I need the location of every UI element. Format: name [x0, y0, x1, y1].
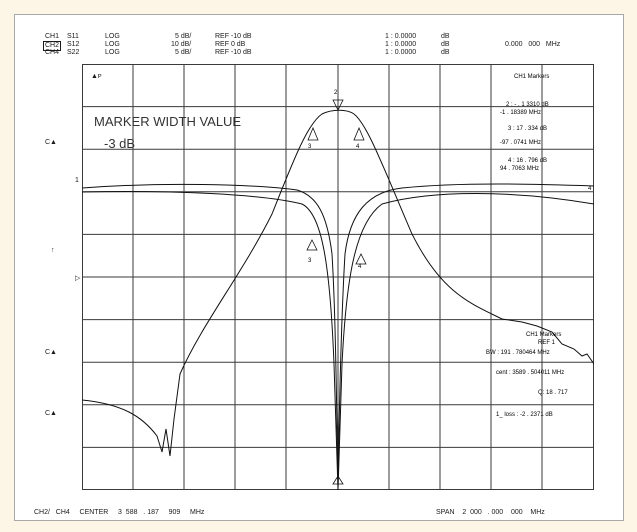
scale-label: 10 dB/ — [171, 41, 192, 48]
width-panel-title: CH1 Markers — [526, 332, 561, 338]
marker-label: 2 — [334, 90, 338, 96]
analyzer-screen: CH1 S11 LOG 5 dB/ REF -10 dB 1 : 0.0000 … — [14, 14, 624, 521]
markers-panel-title: CH1 Markers — [514, 74, 549, 80]
param-label: S11 — [67, 33, 79, 40]
marker-4-level: 4 : 16 . 796 dB — [508, 158, 547, 164]
marker-label: 3 — [308, 258, 312, 264]
span-readout: SPAN 2 000 . 000 000 MHz — [436, 509, 545, 516]
marker-2-freq: -1 . 18389 MHz — [500, 110, 541, 116]
marker-3-mid — [306, 239, 318, 251]
format-label: LOG — [105, 41, 120, 48]
up-arrow-icon: ↑ — [51, 247, 55, 254]
q-readout: Q: 18 . 717 — [538, 390, 568, 396]
scale-label: 5 dB/ — [175, 33, 192, 40]
center-readout: cent : 3589 . 504011 MHz — [496, 370, 564, 376]
param-label: S12 — [67, 41, 80, 48]
marker-label: 4 — [588, 186, 592, 192]
param-label: S22 — [67, 49, 80, 56]
trace-s22 — [82, 191, 594, 490]
frequency-readout: 0.000 000 MHz — [505, 41, 561, 48]
marker-2-bottom — [332, 475, 344, 485]
marker-4-mid — [355, 253, 367, 265]
bandwidth-readout: BW : 191 . 780464 MHz — [486, 350, 550, 356]
ref-label: REF 0 dB — [215, 41, 246, 48]
marker-2-level: 2 : - . 1 3310 dB — [506, 102, 549, 108]
ref-label: REF -10 dB — [215, 33, 252, 40]
center-frequency-readout: CH2/ CH4 CENTER 3 588 . 187 909 MHz — [34, 509, 205, 516]
marker-label: 4 — [358, 264, 362, 270]
reference-position-1: 1 — [75, 177, 79, 184]
reference-triangle-icon: ▷ — [75, 275, 81, 282]
ref-label: REF -10 dB — [215, 49, 252, 56]
channel-label[interactable]: CH1 — [45, 33, 60, 40]
trace-plot: 2 3 4 3 4 2 4 MARKER WIDTH VALUE -3 dB C… — [82, 64, 594, 490]
marker-4-top — [353, 126, 365, 141]
loss-readout: 1_ loss : -2 . 2371 dB — [496, 412, 553, 418]
marker-label: 3 — [308, 144, 312, 150]
channel-cal-indicator: C▲ — [45, 349, 57, 356]
marker-3-level: 3 : 17 . 334 dB — [508, 126, 547, 132]
marker-value: 1 : 0.0000 — [385, 49, 417, 56]
format-label: LOG — [105, 33, 120, 40]
marker-unit: dB — [441, 49, 450, 56]
marker-3-freq: -97 . 0741 MHz — [500, 140, 541, 146]
channel-label[interactable]: CH4 — [45, 49, 60, 56]
width-panel-ref: REF 1 — [538, 340, 556, 346]
channel-cal-indicator: C▲ — [45, 139, 57, 146]
format-label: LOG — [105, 49, 120, 56]
marker-2-top — [332, 99, 344, 111]
marker-unit: dB — [441, 33, 450, 40]
marker-3-top — [307, 126, 319, 141]
marker-label: 4 — [356, 144, 360, 150]
marker-width-value: -3 dB — [104, 136, 135, 151]
marker-width-title: MARKER WIDTH VALUE — [94, 114, 241, 129]
marker-4-freq: 94 . 7063 MHz — [500, 166, 539, 172]
marker-indicator: ▲ᴘ — [91, 73, 102, 80]
marker-value: 1 : 0.0000 — [385, 41, 417, 48]
trace-s11 — [82, 109, 594, 457]
scale-label: 5 dB/ — [175, 49, 192, 56]
channel-label-active[interactable]: CH2 — [43, 41, 62, 51]
marker-value: 1 : 0.0000 — [385, 33, 417, 40]
channel-cal-indicator: C▲ — [45, 410, 57, 417]
marker-unit: dB — [441, 41, 450, 48]
